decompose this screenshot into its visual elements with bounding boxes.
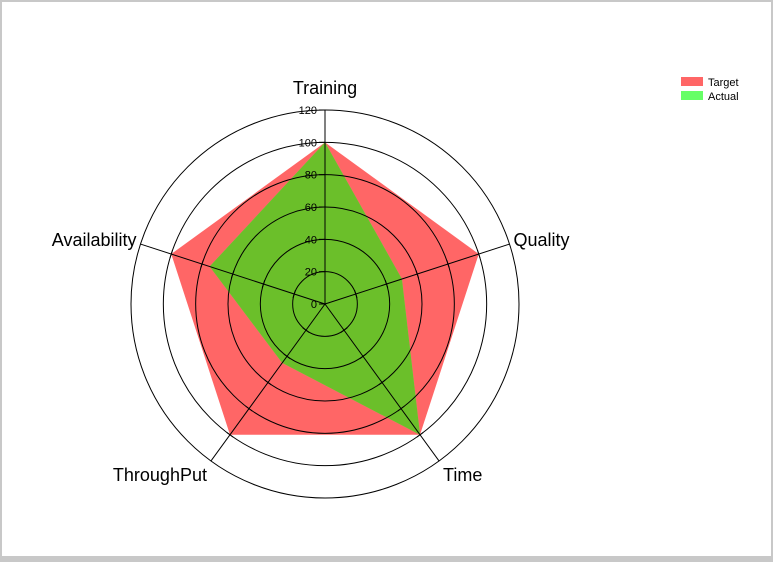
spoke-tick xyxy=(226,432,234,438)
spoke-tick xyxy=(283,353,291,360)
spoke-tick xyxy=(261,280,266,288)
axis-label-time: Time xyxy=(443,465,482,485)
spoke-tick xyxy=(354,290,358,298)
spoke-tick xyxy=(264,379,272,386)
tick-label: 40 xyxy=(305,234,317,246)
tick-label: 120 xyxy=(299,105,317,117)
legend-swatch-actual xyxy=(681,91,703,100)
spoke-tick xyxy=(397,405,405,412)
tick-label: 20 xyxy=(305,267,317,279)
spoke-tick xyxy=(359,353,367,360)
legend-swatch-target xyxy=(681,77,703,86)
spoke-tick xyxy=(477,250,481,259)
spoke-tick xyxy=(446,260,450,268)
legend-label-target: Target xyxy=(708,77,739,89)
spoke-tick xyxy=(292,290,296,298)
spoke-tick xyxy=(231,270,235,278)
legend: Target Actual xyxy=(681,77,739,103)
tick-label: 60 xyxy=(305,202,317,214)
axis-label-availability: Availability xyxy=(52,230,137,250)
spoke-tick xyxy=(340,327,348,333)
tick-label: 0 xyxy=(311,299,317,311)
spoke-tick xyxy=(169,250,173,259)
spoke-tick xyxy=(245,405,253,412)
spoke-tick xyxy=(416,432,424,438)
spoke-tick xyxy=(302,327,310,333)
spoke-tick xyxy=(384,280,389,288)
spoke-tick xyxy=(200,260,204,268)
axis-label-throughput: ThroughPut xyxy=(113,465,207,485)
axis-label-quality: Quality xyxy=(514,230,570,250)
spoke-tick xyxy=(415,270,419,278)
axis-label-training: Training xyxy=(293,78,357,98)
tick-label: 80 xyxy=(305,170,317,182)
spoke-tick xyxy=(378,379,386,386)
tick-label: 100 xyxy=(299,137,317,149)
tick-layer: 0 20 40 60 80 100 120 xyxy=(299,105,325,311)
axis-label-layer: Training Quality Time ThroughPut Availabilit… xyxy=(52,78,570,485)
legend-label-actual: Actual xyxy=(708,91,739,103)
